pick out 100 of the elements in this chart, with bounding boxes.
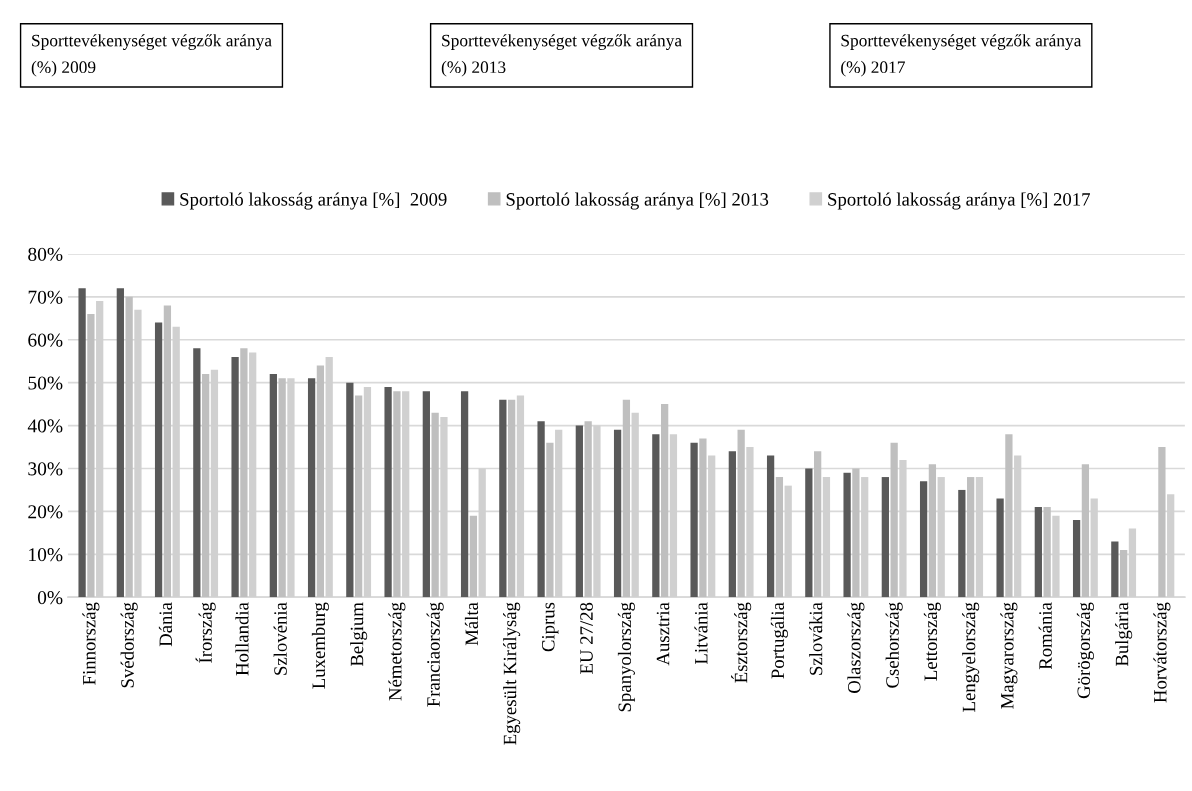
bar xyxy=(431,412,439,598)
text: Sporttevékenységet végzők aránya (%) 2013 xyxy=(441,34,682,77)
x-tick-label: Bulgária xyxy=(1115,602,1133,667)
bar xyxy=(613,429,622,598)
bar xyxy=(116,288,124,598)
bar xyxy=(622,399,631,598)
bar xyxy=(508,399,516,598)
bar xyxy=(852,468,860,598)
bar xyxy=(1005,434,1013,598)
x-tick-label: Észtország xyxy=(731,602,752,683)
x-tick-label: Portugália xyxy=(770,602,788,679)
bar xyxy=(814,451,822,598)
bar xyxy=(240,348,248,598)
x-tick-label: Ausztria xyxy=(656,602,670,666)
x-tick-label: Ciprus xyxy=(541,602,559,652)
x-tick-label: EU 27/28 xyxy=(580,602,593,674)
y-tick-label: 10% xyxy=(29,548,63,562)
bar xyxy=(278,378,286,598)
y-tick-label: 40% xyxy=(27,419,63,433)
bar xyxy=(307,378,316,598)
bar xyxy=(125,296,133,598)
bar xyxy=(269,374,277,598)
bar xyxy=(775,477,784,598)
bar xyxy=(316,365,325,598)
x-tick-label: Németország xyxy=(388,602,406,701)
bar xyxy=(737,429,745,598)
x-tick-label: Magyarország xyxy=(1000,602,1018,709)
bar xyxy=(919,481,928,598)
bar xyxy=(469,515,478,598)
x-tick-label: Franciaország xyxy=(426,602,444,707)
y-tick-label: 30% xyxy=(28,462,63,476)
x-tick-label: Csehország xyxy=(885,602,903,688)
bar xyxy=(805,468,813,598)
x-tick-label: Egyesült Királyság xyxy=(503,602,521,745)
x-tick-label: Horvátország xyxy=(1153,602,1171,703)
x-tick-label: Litvánia xyxy=(694,602,708,664)
bar xyxy=(154,322,163,598)
bar xyxy=(163,305,172,598)
x-tick-label: Olaszország xyxy=(847,602,865,693)
bar xyxy=(460,391,469,598)
bar xyxy=(78,288,86,598)
x-tick-label: Hollandia xyxy=(235,602,249,676)
text: Sporttevékenységet végzők aránya (%) 2009 xyxy=(31,34,272,77)
bar xyxy=(1072,519,1081,598)
bar xyxy=(1158,447,1166,598)
bar xyxy=(1081,464,1090,598)
bar xyxy=(499,399,507,598)
bar xyxy=(355,395,363,598)
bar xyxy=(928,464,937,598)
bar xyxy=(1120,550,1128,598)
y-tick-label: 80% xyxy=(28,247,63,261)
legend-label: Sportoló lakosság aránya [%] 2009 xyxy=(180,192,447,210)
bar xyxy=(202,374,210,598)
x-tick-label: Lettország xyxy=(923,602,941,681)
bar xyxy=(699,438,707,598)
x-tick-label: Lengyelország xyxy=(962,602,980,712)
x-tick-label: Luxemburg xyxy=(311,602,329,689)
x-tick-label: Dánia xyxy=(158,602,173,647)
y-tick-label: 60% xyxy=(28,333,63,347)
bar xyxy=(1034,507,1042,598)
bar xyxy=(728,451,736,598)
bar xyxy=(393,391,401,598)
bar xyxy=(537,421,545,598)
x-tick-label: Belgium xyxy=(350,602,368,667)
x-tick-label: Görögország xyxy=(1076,602,1094,699)
bar xyxy=(843,472,851,598)
bar xyxy=(890,442,898,598)
bar xyxy=(1043,507,1051,598)
legend-label: Sportoló lakosság aránya [%] 2017 xyxy=(828,192,1090,210)
y-tick-label: 70% xyxy=(28,290,63,304)
bar xyxy=(996,498,1004,598)
x-tick-label: Írország xyxy=(195,602,216,663)
bar xyxy=(766,455,775,598)
x-tick-label: Málta xyxy=(464,602,479,646)
bar xyxy=(346,382,354,598)
x-tick-label: Szlovénia xyxy=(273,602,287,675)
bar xyxy=(231,356,239,598)
y-tick-label: 0% xyxy=(37,591,63,605)
bar xyxy=(967,477,975,598)
x-tick-label: Románia xyxy=(1038,602,1052,670)
x-tick-label: Svédország xyxy=(120,602,138,688)
bar xyxy=(690,442,698,598)
y-tick-label: 20% xyxy=(28,505,63,519)
bar xyxy=(87,313,95,598)
bar xyxy=(546,442,554,598)
x-tick-label: Spanyolország xyxy=(617,602,635,712)
bar xyxy=(584,421,592,598)
bar xyxy=(193,348,201,598)
y-tick-label: 50% xyxy=(28,376,63,390)
bar xyxy=(958,489,966,598)
x-tick-label: Szlovákia xyxy=(809,602,823,675)
bar xyxy=(661,404,669,598)
legend-label: Sportoló lakosság aránya [%] 2013 xyxy=(506,192,769,210)
bar xyxy=(422,391,430,598)
x-tick-label: Finnország xyxy=(82,602,100,685)
bar xyxy=(881,477,889,598)
bar xyxy=(575,425,583,598)
text: Sporttevékenységet végzők aránya (%) 2017 xyxy=(841,34,1082,77)
bar xyxy=(1111,541,1119,598)
bar xyxy=(652,434,660,598)
